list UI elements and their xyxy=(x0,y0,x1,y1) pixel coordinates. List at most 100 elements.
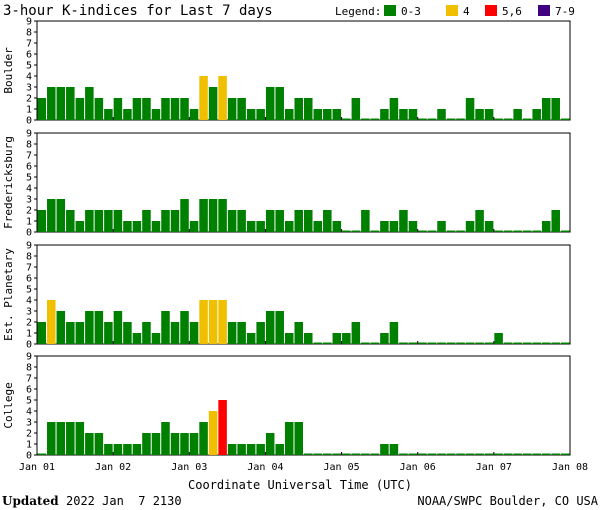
k-bar xyxy=(437,342,446,344)
k-bar xyxy=(399,453,408,455)
k-bar xyxy=(475,453,484,455)
k-bar xyxy=(94,433,104,455)
k-bar xyxy=(522,453,532,455)
k-bar xyxy=(313,109,323,120)
x-tick-label: Jan 06 xyxy=(400,462,436,473)
k-bar xyxy=(323,210,332,232)
k-bar xyxy=(456,342,465,344)
k-bar xyxy=(256,221,265,232)
y-tick-label: 8 xyxy=(26,363,32,374)
legend-swatch xyxy=(446,5,458,16)
k-bar xyxy=(94,98,104,120)
k-bar xyxy=(465,221,475,232)
station-label: Boulder xyxy=(2,47,15,94)
k-bar xyxy=(189,322,199,344)
k-bar xyxy=(342,333,351,344)
k-bar xyxy=(456,453,465,455)
k-bar xyxy=(132,221,142,232)
k-bar xyxy=(389,444,399,455)
y-tick-label: 3 xyxy=(26,418,32,429)
k-bar xyxy=(351,98,361,120)
k-bar xyxy=(180,98,189,120)
y-tick-label: 1 xyxy=(26,329,32,340)
k-bar xyxy=(389,221,399,232)
k-bar xyxy=(123,444,132,455)
k-bar xyxy=(94,311,104,344)
k-bar xyxy=(104,210,113,232)
k-bar xyxy=(246,333,256,344)
k-bar xyxy=(256,322,265,344)
source-credit: NOAA/SWPC Boulder, CO USA xyxy=(417,494,598,508)
k-bar xyxy=(294,98,303,120)
k-bar xyxy=(75,422,85,455)
k-bar xyxy=(170,433,180,455)
k-bar xyxy=(151,333,161,344)
k-bar xyxy=(161,210,170,232)
k-bar xyxy=(503,342,513,344)
k-bar xyxy=(161,311,170,344)
k-bar xyxy=(199,76,208,120)
y-tick-label: 5 xyxy=(26,396,32,407)
k-bar xyxy=(503,230,513,232)
k-bar xyxy=(418,453,427,455)
k-bar xyxy=(180,311,189,344)
y-tick-label: 6 xyxy=(26,162,32,173)
k-bar xyxy=(408,342,418,344)
k-bar xyxy=(494,453,503,455)
y-tick-label: 1 xyxy=(26,440,32,451)
k-bar xyxy=(532,230,541,232)
k-bar xyxy=(399,342,408,344)
k-bar xyxy=(456,230,465,232)
k-bar xyxy=(313,221,323,232)
y-tick-label: 3 xyxy=(26,83,32,94)
k-bar xyxy=(304,333,313,344)
k-bar xyxy=(208,300,218,344)
legend-entry: 7-9 xyxy=(555,5,575,18)
k-bar xyxy=(304,453,313,455)
k-bar xyxy=(560,453,570,455)
k-bar xyxy=(180,199,189,232)
k-bar xyxy=(513,453,522,455)
k-bar xyxy=(227,98,237,120)
k-bar xyxy=(323,453,332,455)
k-bar xyxy=(113,311,123,344)
x-tick-label: Jan 02 xyxy=(95,462,131,473)
k-bar xyxy=(503,118,513,120)
k-bar xyxy=(180,433,189,455)
y-tick-label: 2 xyxy=(26,94,32,105)
x-tick-label: Jan 04 xyxy=(247,462,283,473)
k-bar xyxy=(332,333,342,344)
k-bar xyxy=(475,210,484,232)
k-bar xyxy=(265,87,275,120)
k-bar xyxy=(265,210,275,232)
station-label: Est. Planetary xyxy=(2,248,15,341)
k-bar xyxy=(56,87,66,120)
k-bar xyxy=(246,444,256,455)
k-bar xyxy=(94,210,104,232)
k-bar xyxy=(513,342,522,344)
y-tick-label: 2 xyxy=(26,429,32,440)
k-bar xyxy=(75,322,85,344)
k-bar xyxy=(47,199,56,232)
y-tick-label: 6 xyxy=(26,274,32,285)
y-tick-label: 3 xyxy=(26,307,32,318)
k-bar xyxy=(151,433,161,455)
y-tick-label: 0 xyxy=(26,340,32,351)
k-bar xyxy=(494,230,503,232)
k-bar xyxy=(304,210,313,232)
k-bar xyxy=(332,453,342,455)
k-bar xyxy=(342,453,351,455)
k-bar xyxy=(361,342,370,344)
y-tick-label: 0 xyxy=(26,228,32,239)
k-bar xyxy=(532,342,541,344)
y-tick-label: 9 xyxy=(26,129,32,140)
k-bar xyxy=(161,422,170,455)
k-bar xyxy=(56,311,66,344)
y-tick-label: 6 xyxy=(26,385,32,396)
k-bar xyxy=(389,322,399,344)
k-bar xyxy=(199,300,208,344)
k-bar xyxy=(503,453,513,455)
k-bar xyxy=(56,199,66,232)
legend-swatch xyxy=(384,5,396,16)
